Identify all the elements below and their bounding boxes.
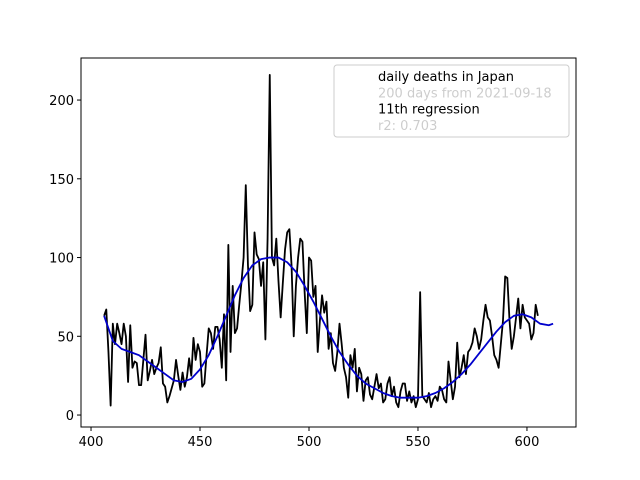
y-tick-label: 0: [66, 409, 74, 424]
x-tick-label: 450: [188, 435, 213, 450]
data-line: [103, 256, 554, 399]
x-tick-label: 500: [297, 435, 322, 450]
legend-label: 11th regression: [378, 103, 480, 118]
y-tick-label: 100: [49, 252, 74, 267]
legend-frame: [333, 64, 570, 138]
y-tick-label: 200: [49, 94, 74, 109]
y-tick-label: 50: [57, 330, 74, 345]
plot-frame: [80, 57, 577, 428]
legend-label: daily deaths in Japan: [378, 70, 514, 85]
x-tick-label: 400: [79, 435, 104, 450]
x-tick-label: 600: [515, 435, 540, 450]
y-tick-label: 150: [49, 173, 74, 188]
x-tick-label: 550: [406, 435, 431, 450]
